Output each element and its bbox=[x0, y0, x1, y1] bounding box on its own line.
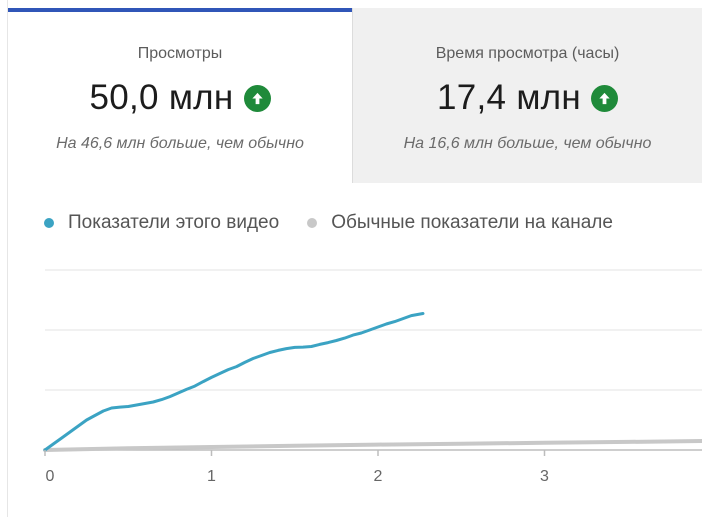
series-line-this-video[interactable] bbox=[43, 312, 425, 452]
legend-label-typical: Обычные показатели на канале bbox=[331, 212, 613, 233]
legend-dot-icon bbox=[44, 218, 54, 228]
selected-tab-indicator bbox=[8, 8, 352, 12]
legend-item-this-video[interactable]: Показатели этого видео bbox=[44, 212, 279, 234]
tab-watch-time-value: 17,4 млн bbox=[436, 78, 582, 117]
chart-legend: Показатели этого видео Обычные показател… bbox=[44, 212, 641, 234]
metric-tabs: Просмотры 50,0 млн На 46,6 млн больше, ч… bbox=[8, 8, 702, 183]
legend-label-this-video: Показатели этого видео bbox=[68, 212, 280, 233]
legend-item-typical[interactable]: Обычные показатели на канале bbox=[307, 212, 613, 234]
arrow-up-circle-icon bbox=[591, 84, 619, 112]
x-tick-label: 2 bbox=[374, 468, 383, 485]
tab-watch-time-label: Время просмотра (часы) bbox=[435, 45, 620, 62]
chart-x-ticks: 0 1 2 3 bbox=[44, 450, 549, 485]
x-tick-label: 1 bbox=[207, 468, 216, 485]
x-tick-label: 0 bbox=[46, 468, 55, 485]
x-tick-label: 3 bbox=[540, 468, 549, 485]
tab-watch-time-value-row: 17,4 млн bbox=[353, 78, 702, 118]
tab-views-note: На 46,6 млн больше, чем обычно bbox=[56, 135, 304, 152]
arrow-up-circle-icon bbox=[243, 84, 271, 112]
chart-grid bbox=[45, 269, 702, 451]
legend-dot-icon bbox=[307, 218, 318, 228]
tab-watch-time-note: На 16,6 млн больше, чем обычно bbox=[403, 135, 652, 152]
series-line-typical[interactable] bbox=[43, 439, 702, 452]
tab-views-value-row: 50,0 млн bbox=[8, 78, 352, 118]
chart-series bbox=[43, 312, 702, 452]
tab-views[interactable]: Просмотры 50,0 млн На 46,6 млн больше, ч… bbox=[8, 8, 352, 183]
tab-views-value: 50,0 млн bbox=[89, 78, 234, 117]
tab-views-label: Просмотры bbox=[137, 45, 223, 62]
line-chart: 0 1 2 3 bbox=[43, 269, 702, 485]
tab-watch-time[interactable]: Время просмотра (часы) 17,4 млн На 16,6 … bbox=[352, 8, 702, 183]
